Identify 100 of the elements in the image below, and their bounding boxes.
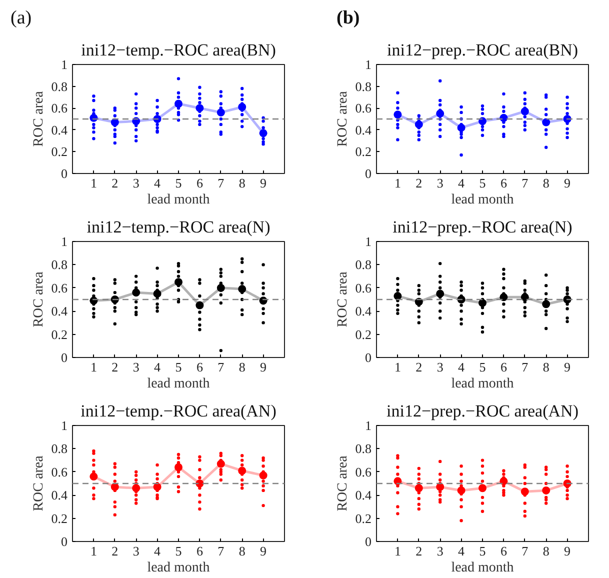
y-tick-label: 0 [61,534,68,549]
y-tick-label: 0.6 [51,464,68,480]
x-tick-label: 4 [458,360,466,374]
x-tick-label: 3 [436,544,444,558]
y-tick-label: 0.6 [355,280,372,296]
y-tick-label: 0.6 [355,464,372,480]
x-tick-label: 5 [175,544,182,558]
x-tick-label: 3 [436,176,444,190]
y-axis-title: ROC area [335,90,350,147]
x-tick-label: 2 [112,544,118,558]
x-axis-title: lead month [147,560,210,576]
y-tick-label: 0.2 [355,510,372,526]
x-tick-label: 3 [132,360,140,374]
x-axis-title: lead month [451,376,514,392]
chart-title: ini12−prep.−ROC area(BN) [386,40,578,60]
x-tick-label: 5 [479,360,486,374]
y-tick-label: 0.4 [355,488,372,503]
y-tick-label: 1 [61,234,68,249]
y-tick-label: 0.8 [355,78,372,94]
x-tick-label: 1 [90,360,97,374]
y-tick-label: 0.6 [51,100,68,116]
x-tick-label: 6 [500,544,508,558]
y-tick-label: 0.6 [355,100,372,116]
x-tick-label: 8 [238,360,246,374]
y-tick-label: 0.2 [51,510,68,526]
x-tick-label: 8 [542,360,550,374]
y-tick-label: 0.4 [51,304,68,319]
x-tick-label: 1 [394,360,401,374]
text: (b) [336,8,360,28]
x-tick-label: 4 [154,176,162,190]
x-tick-label: 2 [112,360,118,374]
x-tick-label: 6 [500,360,508,374]
x-tick-label: 3 [132,544,140,558]
x-tick-label: 9 [260,360,267,374]
x-tick-label: 8 [238,544,246,558]
y-tick-label: 0.2 [51,144,68,160]
y-tick-label: 0.2 [355,144,372,160]
y-tick-label: 0.2 [51,326,68,342]
y-axis-title: ROC area [31,454,46,512]
x-tick-label: 9 [260,176,267,190]
x-axis-title: lead month [147,376,210,392]
x-tick-label: 2 [416,176,422,190]
chart-title: ini12−temp.−ROC area(AN) [80,402,276,420]
y-tick-label: 0.8 [355,441,372,456]
x-tick-label: 3 [436,360,444,374]
y-tick-label: 1 [365,418,372,433]
y-tick-label: 0 [365,166,372,181]
x-tick-label: 4 [458,544,466,558]
x-axis-title: lead month [451,560,514,576]
y-tick-label: 0.4 [51,488,68,503]
x-tick-label: 8 [238,176,246,190]
x-tick-label: 5 [479,176,486,190]
x-tick-label: 3 [132,176,140,190]
y-tick-label: 0.8 [51,257,68,272]
x-tick-label: 6 [196,544,204,558]
y-tick-label: 0.4 [51,122,68,138]
x-tick-label: 2 [416,360,422,374]
x-tick-label: 7 [218,360,225,374]
x-tick-label: 2 [112,176,118,190]
chart-title: ini12−prep.−ROC area(N) [392,218,572,236]
y-tick-label: 1 [61,418,68,433]
x-tick-label: 7 [218,544,225,558]
x-axis-title: lead month [451,192,514,208]
x-tick-label: 7 [522,544,529,558]
y-tick-label: 0.4 [355,304,372,319]
y-axis-title: ROC area [31,270,46,328]
x-tick-label: 4 [458,176,466,190]
x-tick-label: 1 [90,544,97,558]
x-tick-label: 1 [90,176,97,190]
y-tick-label: 0 [61,350,68,365]
x-tick-label: 1 [394,176,401,190]
y-tick-label: 0.8 [51,78,68,94]
y-tick-label: 0.8 [51,441,68,456]
x-tick-label: 9 [564,360,571,374]
chart-title: ini12−temp.−ROC area(BN) [81,40,276,60]
y-axis-title: ROC area [335,454,350,512]
y-tick-label: 1 [365,234,372,249]
x-tick-label: 4 [154,360,162,374]
x-tick-label: 8 [542,176,550,190]
x-tick-label: 6 [196,360,204,374]
x-tick-label: 8 [542,544,550,558]
x-axis-title: lead month [147,192,210,208]
y-tick-label: 0 [365,350,372,365]
x-tick-label: 5 [175,176,182,190]
y-tick-label: 0 [365,534,372,549]
y-axis-title: ROC area [31,90,46,147]
y-tick-label: 0.8 [355,257,372,272]
y-tick-label: 0.2 [355,326,372,342]
x-tick-label: 1 [394,544,401,558]
y-tick-label: 1 [365,57,372,72]
y-tick-label: 0.4 [355,122,372,138]
x-tick-label: 7 [522,360,529,374]
x-tick-label: 5 [175,360,182,374]
x-tick-label: 4 [154,544,162,558]
y-tick-label: 1 [61,57,68,72]
chart-title: ini12−prep.−ROC area(AN) [386,402,578,420]
x-tick-label: 2 [416,544,422,558]
x-tick-label: 6 [196,176,204,190]
x-tick-label: 7 [218,176,225,190]
x-tick-label: 7 [522,176,529,190]
